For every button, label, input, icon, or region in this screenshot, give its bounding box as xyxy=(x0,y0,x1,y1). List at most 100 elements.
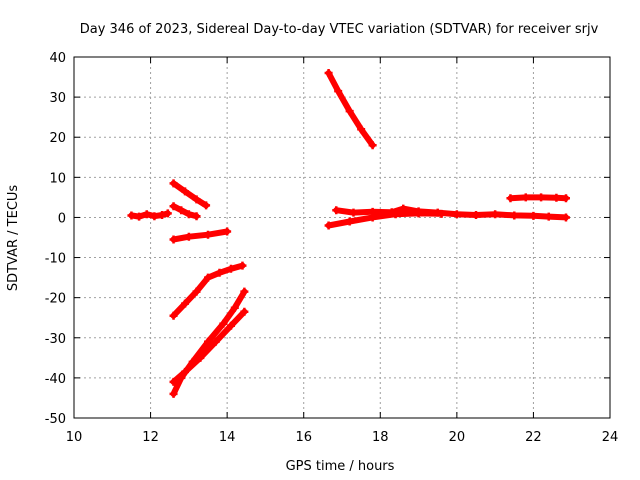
data-point xyxy=(506,194,515,203)
data-point xyxy=(184,232,193,241)
series-line xyxy=(170,308,248,385)
data-point xyxy=(135,212,144,221)
series-track xyxy=(169,307,249,386)
data-point xyxy=(332,206,341,215)
axis-ticks: 10 12 14 16 18 20 22 24 -50 -40 -30 -20 -10 0 10 20 30 40 xyxy=(45,51,619,445)
data-point xyxy=(169,377,178,386)
x-tick-label: 24 xyxy=(602,430,619,445)
series-track xyxy=(506,193,570,203)
x-tick-label: 10 xyxy=(66,430,83,445)
data-point xyxy=(529,211,538,220)
y-tick-label: 20 xyxy=(49,131,66,146)
x-axis-label: GPS time / hours xyxy=(286,459,395,474)
data-point xyxy=(158,211,167,220)
data-point xyxy=(169,179,178,188)
data-point xyxy=(192,287,201,296)
data-point xyxy=(219,319,228,328)
y-axis-label: SDTVAR / TECUs xyxy=(6,185,21,292)
y-tick-label: 40 xyxy=(49,51,66,66)
series-track xyxy=(169,261,247,320)
data-point xyxy=(387,208,396,217)
x-tick-label: 20 xyxy=(449,430,466,445)
data-point xyxy=(184,210,193,219)
data-point xyxy=(181,299,190,308)
data-point xyxy=(204,273,212,282)
data-point xyxy=(349,208,358,217)
data-series xyxy=(127,69,570,398)
series-track xyxy=(169,202,201,221)
data-point xyxy=(324,221,333,230)
y-tick-label: 10 xyxy=(49,171,66,186)
data-point xyxy=(211,337,220,346)
data-point xyxy=(169,235,178,244)
data-point xyxy=(345,217,354,226)
series-line xyxy=(325,210,445,229)
data-point xyxy=(368,207,377,216)
series-track xyxy=(127,209,172,221)
data-point xyxy=(561,213,570,222)
data-point xyxy=(240,287,249,296)
data-point xyxy=(537,193,546,202)
plot-frame xyxy=(73,56,611,419)
data-point xyxy=(561,194,570,203)
y-tick-label: -10 xyxy=(45,252,66,267)
data-point xyxy=(510,211,519,220)
data-point xyxy=(552,193,561,202)
data-point xyxy=(345,107,354,116)
data-point xyxy=(357,125,366,134)
data-point xyxy=(399,204,408,213)
data-point xyxy=(324,69,333,78)
x-tick-label: 16 xyxy=(295,430,312,445)
x-tick-label: 18 xyxy=(372,430,389,445)
data-point xyxy=(169,311,178,320)
data-point xyxy=(181,367,190,376)
data-point xyxy=(169,202,178,211)
data-point xyxy=(472,211,480,220)
data-point xyxy=(334,87,343,96)
data-point xyxy=(142,210,151,219)
x-tick-label: 22 xyxy=(525,430,542,445)
data-point xyxy=(150,212,159,221)
series-track xyxy=(324,69,377,150)
data-point xyxy=(127,211,136,220)
y-tick-label: -40 xyxy=(45,372,66,387)
data-point xyxy=(202,201,211,210)
data-point xyxy=(192,212,201,221)
series-track xyxy=(169,179,211,210)
y-tick-label: 0 xyxy=(58,211,66,226)
data-point xyxy=(238,261,247,270)
data-point xyxy=(177,206,186,215)
data-point xyxy=(181,187,190,196)
series-track xyxy=(332,204,570,222)
grid-lines xyxy=(74,57,610,418)
data-point xyxy=(163,209,172,218)
data-point xyxy=(223,227,232,236)
series-line xyxy=(170,180,210,209)
data-point xyxy=(368,141,377,150)
y-tick-label: -20 xyxy=(45,292,66,307)
x-tick-label: 14 xyxy=(219,430,236,445)
chart-title: Day 346 of 2023, Sidereal Day-to-day VTE… xyxy=(80,22,599,37)
data-point xyxy=(433,208,442,217)
data-point xyxy=(452,210,461,219)
data-point xyxy=(169,389,178,398)
data-point xyxy=(521,193,530,202)
data-point xyxy=(204,230,212,239)
y-tick-label: 30 xyxy=(49,91,66,106)
data-point xyxy=(226,264,235,273)
y-tick-label: -30 xyxy=(45,332,66,347)
data-point xyxy=(491,210,500,219)
series-line xyxy=(170,228,231,243)
data-point xyxy=(230,303,239,312)
data-point xyxy=(196,353,205,362)
data-point xyxy=(414,207,423,216)
data-point xyxy=(215,268,224,277)
data-point xyxy=(226,321,235,330)
y-tick-label: -50 xyxy=(45,412,66,427)
x-tick-label: 12 xyxy=(142,430,159,445)
data-point xyxy=(204,337,212,346)
series-track xyxy=(169,227,232,244)
data-point xyxy=(240,307,249,316)
data-point xyxy=(192,195,201,204)
